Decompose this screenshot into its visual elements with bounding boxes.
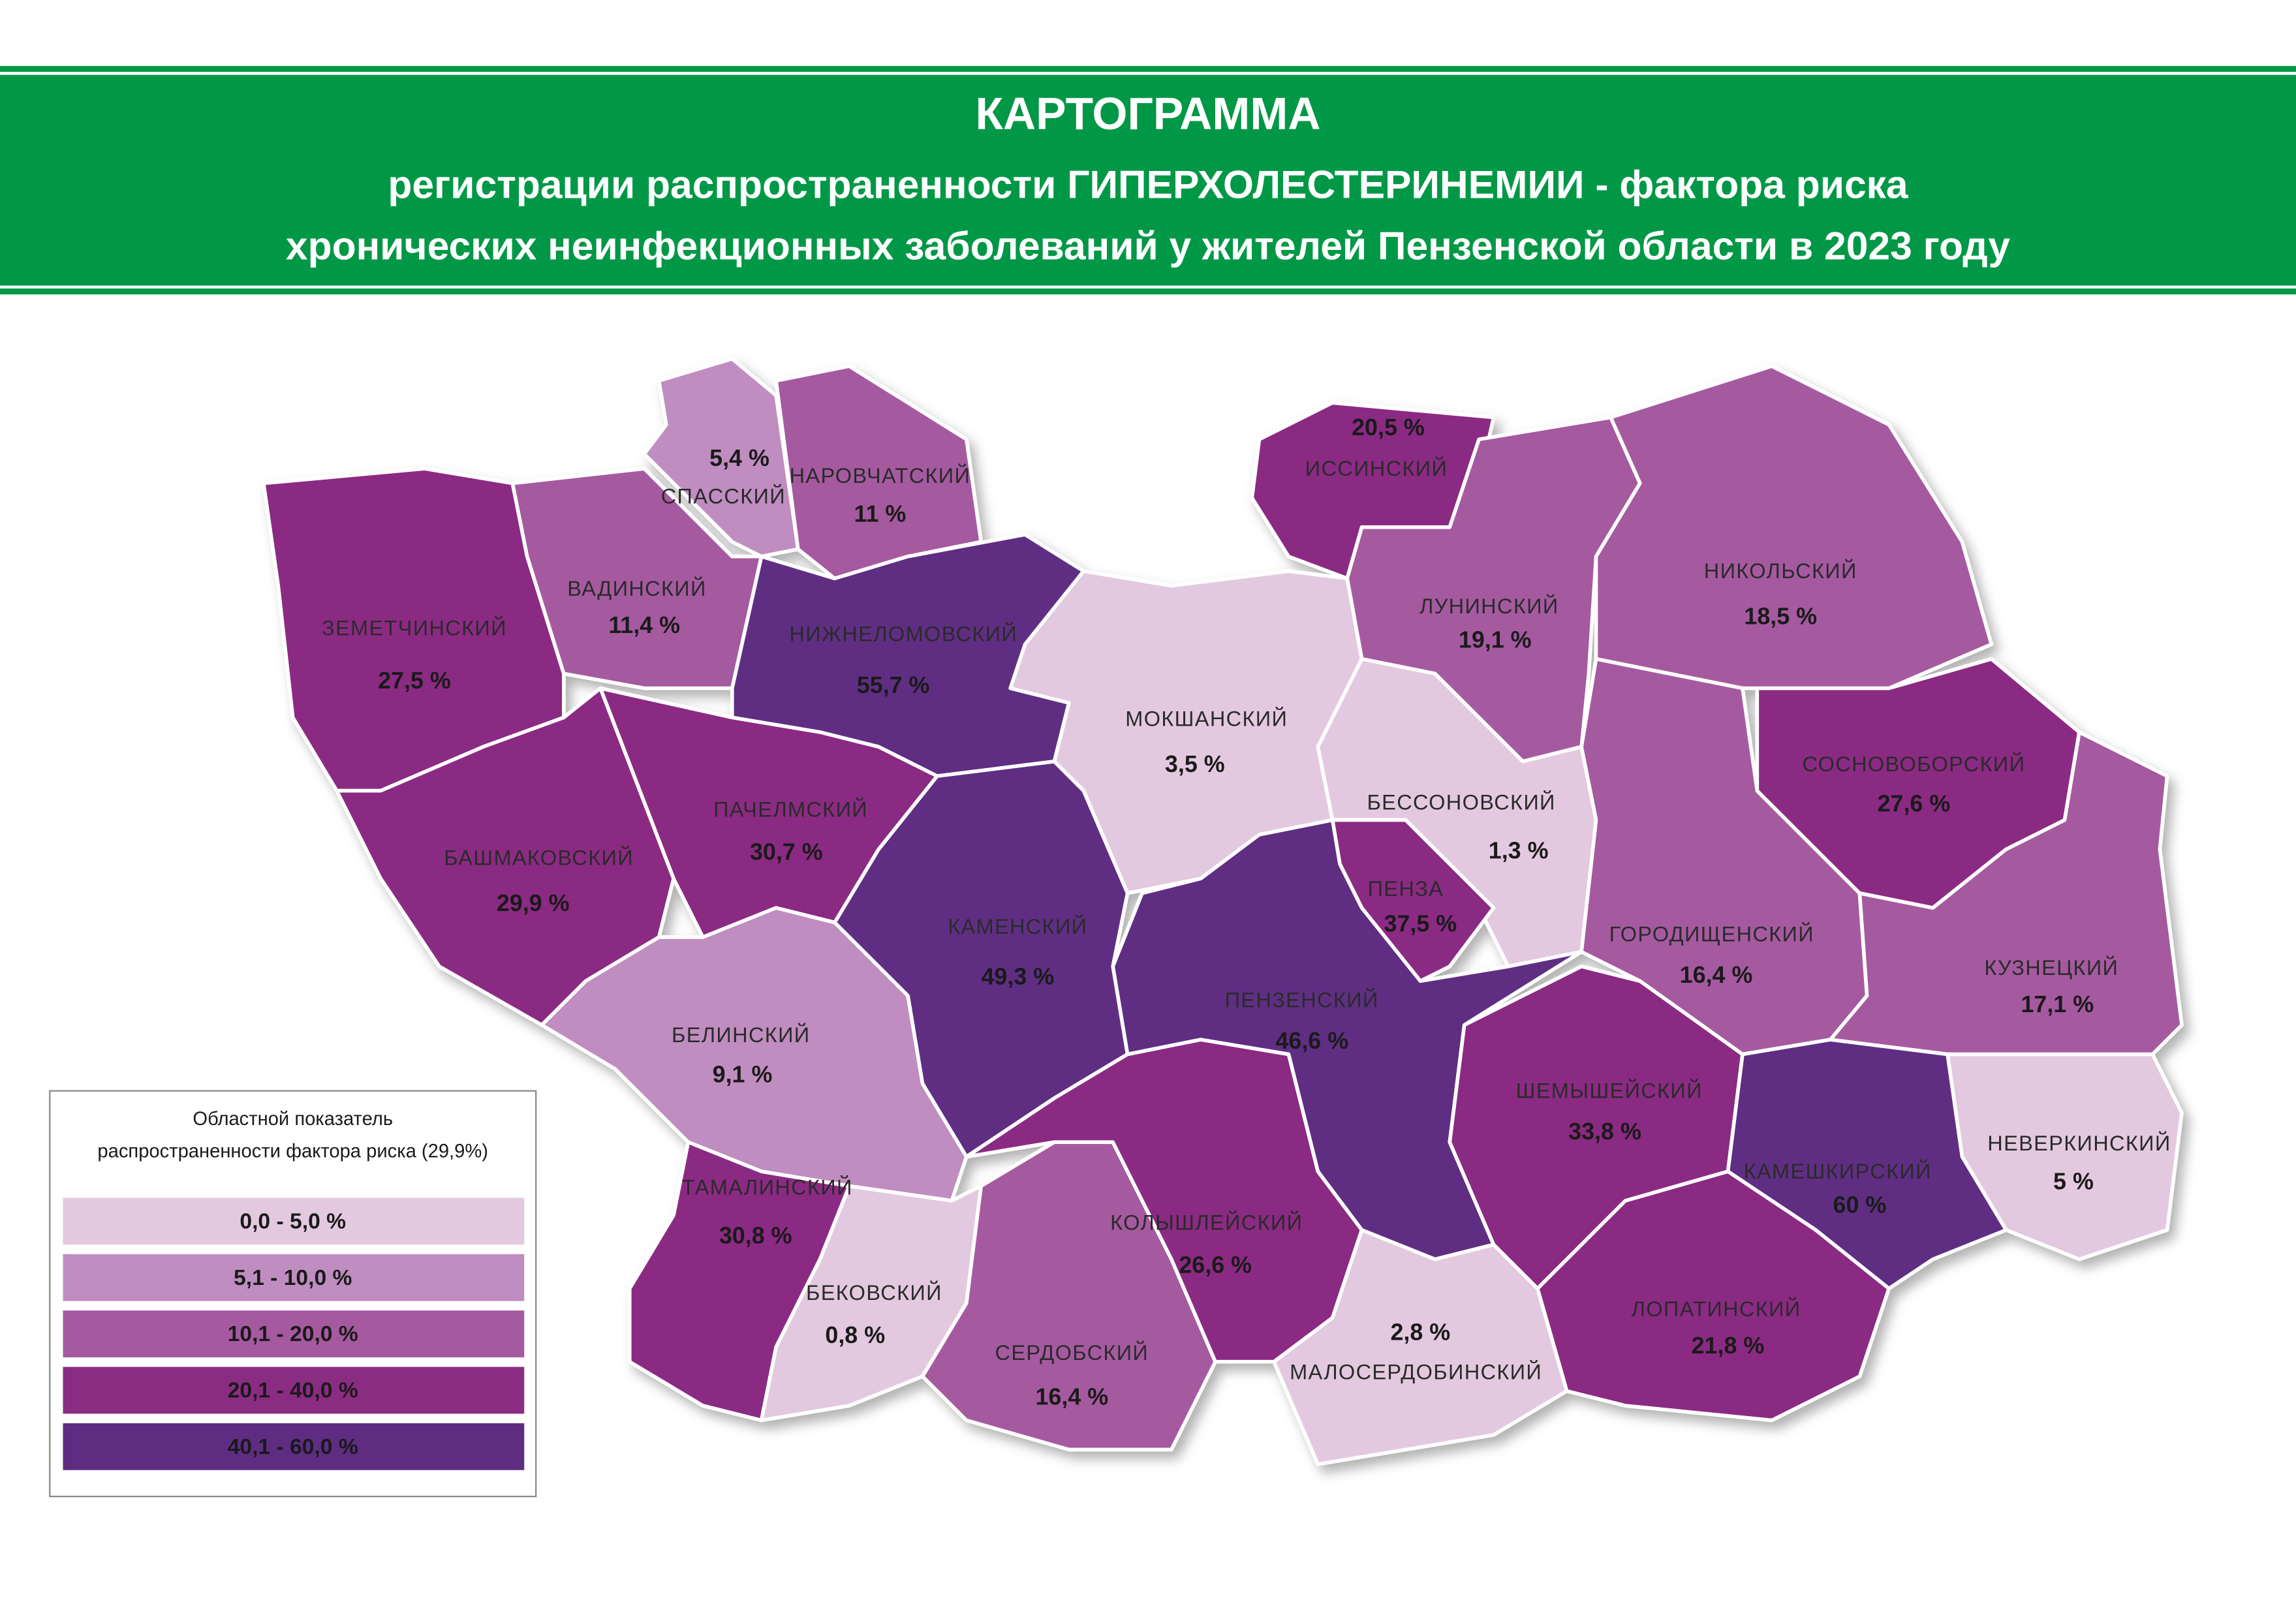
- region-value: 30,8 %: [719, 1223, 792, 1249]
- legend-label: 5,1 - 10,0 %: [234, 1266, 352, 1290]
- region-value: 30,7 %: [750, 839, 823, 865]
- region: [759, 1184, 984, 1423]
- region-name: МАЛОСЕРДОБИНСКИЙ: [1290, 1359, 1542, 1383]
- legend-label: 40,1 - 60,0 %: [228, 1435, 358, 1459]
- region-name: БЕЛИНСКИЙ: [672, 1023, 811, 1047]
- region-value: 9,1 %: [713, 1062, 773, 1088]
- legend-swatch: [63, 1366, 525, 1414]
- region: [598, 686, 939, 939]
- region-value: 21,8 %: [1692, 1333, 1765, 1359]
- region-value: 5,4 %: [709, 445, 769, 471]
- header-subtitle: хронических неинфекционных заболеваний у…: [286, 224, 2010, 268]
- region-name: КОЛЫШЛЕЙСКИЙ: [1110, 1210, 1303, 1234]
- region-value: 11 %: [854, 501, 907, 527]
- region-value: 5 %: [2053, 1168, 2094, 1194]
- region: [1594, 364, 1994, 690]
- region-name: ВАДИНСКИЙ: [567, 576, 707, 600]
- legend-swatch: [63, 1254, 525, 1301]
- region-value: 60 %: [1833, 1192, 1887, 1218]
- region-name: НИКОЛЬСКИЙ: [1704, 559, 1857, 583]
- region-name: НЕВЕРКИНСКИЙ: [1987, 1131, 2171, 1155]
- region-name: БЕКОВСКИЙ: [806, 1280, 942, 1305]
- legend-title: распространенности фактора риска (29,9%): [97, 1141, 488, 1162]
- region-value: 16,4 %: [1035, 1383, 1108, 1410]
- header-band: [0, 66, 2296, 295]
- region-name: ТАМАЛИНСКИЙ: [682, 1175, 853, 1199]
- regions: [262, 357, 2184, 1466]
- region-value: 18,5 %: [1744, 603, 1817, 629]
- header-title: КАРТОГРАММА: [975, 88, 1320, 139]
- region-labels: ЗЕМЕТЧИНСКИЙ 27,5 % ВАДИНСКИЙ 11,4 % СПАССКИ…: [322, 414, 2171, 1410]
- region-name: ШЕМЫШЕЙСКИЙ: [1516, 1078, 1703, 1102]
- region-name: БАШМАКОВСКИЙ: [444, 846, 634, 870]
- region-name: КАМЕШКИРСКИЙ: [1744, 1159, 1932, 1183]
- legend-label: 10,1 - 20,0 %: [228, 1322, 358, 1346]
- region-value: 2,8 %: [1390, 1320, 1450, 1346]
- region-name: СПАССКИЙ: [661, 484, 786, 508]
- region-value: 3,5 %: [1165, 751, 1225, 777]
- region: [1272, 1227, 1569, 1466]
- region-value: 16,4 %: [1680, 962, 1753, 988]
- region-value: 55,7 %: [857, 672, 930, 698]
- region-name: КАМЕНСКИЙ: [948, 914, 1087, 938]
- region: [335, 686, 675, 1027]
- region-name: ГОРОДИЩЕНСКИЙ: [1609, 921, 1814, 946]
- region-name: ПЕНЗЕНСКИЙ: [1225, 987, 1379, 1011]
- region-name: МОКШАНСКИЙ: [1125, 707, 1288, 731]
- header-subtitle: регистрации распространенности ГИПЕРХОЛЕ…: [388, 162, 1909, 206]
- region-name: ИССИНСКИЙ: [1305, 456, 1448, 480]
- region-value: 27,5 %: [378, 668, 451, 694]
- region-value: 46,6 %: [1275, 1028, 1348, 1054]
- region-value: 11,4 %: [608, 612, 680, 638]
- region-value: 29,9 %: [497, 890, 570, 916]
- region-name: ЛУНИНСКИЙ: [1419, 594, 1559, 618]
- region-value: 0,8 %: [825, 1322, 885, 1348]
- region-name: СЕРДОБСКИЙ: [995, 1340, 1149, 1365]
- region-value: 19,1 %: [1459, 626, 1532, 653]
- legend: Областной показатель распространенности …: [49, 1090, 537, 1498]
- region-name: СОСНОВОБОРСКИЙ: [1803, 752, 2026, 776]
- legend-swatch: [63, 1310, 525, 1357]
- region-value: 37,5 %: [1384, 911, 1457, 937]
- legend-label: 0,0 - 5,0 %: [240, 1209, 346, 1233]
- legend-swatch: [63, 1197, 525, 1245]
- region-name: ЛОПАТИНСКИЙ: [1632, 1297, 1801, 1321]
- region-name: ПЕНЗА: [1368, 877, 1444, 901]
- region-value: 27,6 %: [1878, 791, 1951, 817]
- region-value: 49,3 %: [981, 963, 1054, 989]
- legend-swatch: [63, 1423, 525, 1470]
- region-name: НАРОВЧАТСКИЙ: [790, 463, 971, 487]
- region-value: 26,6 %: [1179, 1252, 1252, 1278]
- region-name: БЕССОНОВСКИЙ: [1367, 790, 1556, 814]
- legend-title: Областной показатель: [193, 1109, 393, 1130]
- region-name: КУЗНЕЦКИЙ: [1984, 955, 2118, 980]
- region-name: НИЖНЕЛОМОВСКИЙ: [789, 621, 1017, 645]
- region-value: 1,3 %: [1489, 837, 1549, 863]
- region-name: ЗЕМЕТЧИНСКИЙ: [322, 616, 507, 640]
- region-value: 20,5 %: [1352, 414, 1425, 440]
- region-value: 17,1 %: [2021, 991, 2094, 1017]
- legend-label: 20,1 - 40,0 %: [228, 1379, 358, 1403]
- region-value: 33,8 %: [1568, 1119, 1641, 1145]
- region-name: ПАЧЕЛМСКИЙ: [713, 797, 868, 822]
